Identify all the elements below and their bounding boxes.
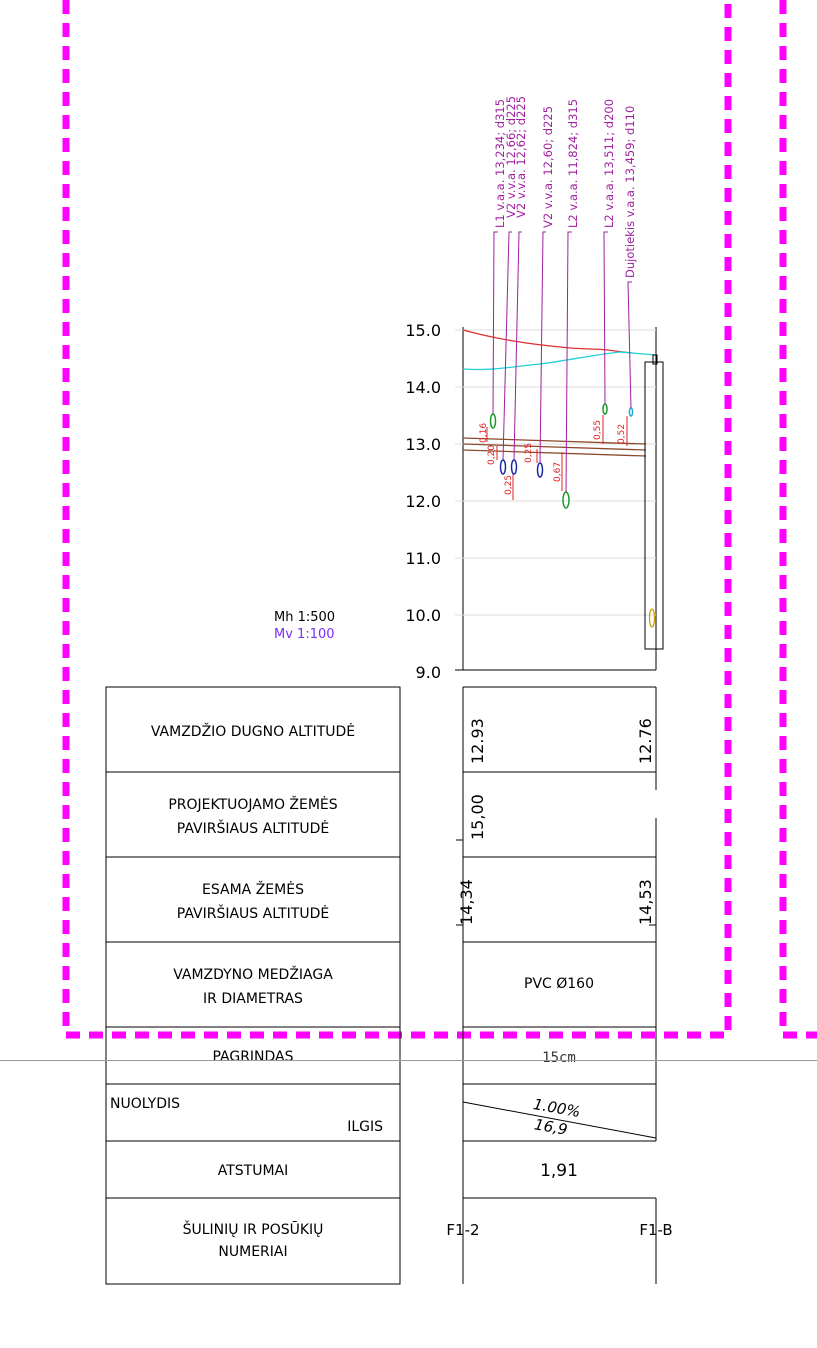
row-label: ESAMA ŽEMĖS: [202, 880, 304, 898]
row-label: PAVIRŠIAUS ALTITUDĖ: [177, 904, 329, 922]
existing-ground-end: 14,53: [636, 879, 655, 925]
pipe-lines: [462, 437, 647, 457]
length-value: 16,9: [533, 1115, 569, 1139]
pipe-crossing-v2b: [510, 459, 518, 475]
row-label: NUOLYDIS: [110, 1096, 180, 1112]
grid-lines: [455, 329, 656, 616]
table-values: 12.93 12.76 15,00 14,34 14,53 PVC Ø160 1…: [446, 718, 672, 1239]
clearance-label: 0,25: [504, 475, 514, 495]
row-label: PAGRINDAS: [212, 1049, 293, 1065]
existing-ground-start: 14,34: [457, 879, 476, 925]
row-label: ATSTUMAI: [218, 1163, 289, 1179]
utility-label: L2 v.a.a. 13,511; d200: [602, 99, 616, 228]
clearance-label: 0,16: [479, 423, 489, 443]
axis-tick-label: 13.0: [405, 435, 441, 454]
axis-tick-label: 10.0: [405, 606, 441, 625]
utility-label: V2 v.v.a. 12,62; d225: [514, 96, 528, 218]
page-divider: [0, 1060, 817, 1061]
elevation-axis: 15.0 14.0 13.0 12.0 11.0 10.0 9.0: [405, 321, 657, 682]
axis-tick-label: 9.0: [416, 663, 441, 682]
row-label: NUMERIAI: [218, 1244, 287, 1260]
manhole-f1-b: [644, 354, 664, 650]
pipe-crossing-v2c: [536, 462, 544, 478]
manhole-start: F1-2: [446, 1221, 479, 1239]
pipe-crossing-l2b: [602, 403, 608, 415]
design-ground-line: [462, 329, 633, 354]
pipe-material: PVC Ø160: [524, 976, 594, 992]
axis-tick-label: 14.0: [405, 378, 441, 397]
utility-label: L1 v.a.a. 13,234; d315: [493, 99, 507, 228]
leader-lines: [492, 231, 632, 493]
clearance-label: 0,55: [593, 420, 603, 440]
row-label: VAMZDYNO MEDŽIAGA: [173, 965, 333, 983]
sheet-frame: [62, 0, 817, 1039]
utility-label: Dujotiekis v.a.a. 13,459; d110: [623, 106, 637, 278]
axis-tick-label: 15.0: [405, 321, 441, 340]
row-label: IR DIAMETRAS: [203, 991, 303, 1007]
manhole-end: F1-B: [639, 1221, 672, 1239]
table-labels: [105, 686, 401, 1285]
clearance-label: 0,67: [553, 462, 563, 482]
pipe-crossing-l1: [489, 413, 497, 429]
row-label: PAVIRŠIAUS ALTITUDĖ: [177, 819, 329, 837]
table-values-grid: [456, 686, 657, 1284]
axis-tick-label: 12.0: [405, 492, 441, 511]
clearance-dimensions: [486, 415, 628, 500]
horizontal-scale: Mh 1:500: [274, 610, 335, 625]
clearance-label: 0,52: [617, 424, 627, 444]
invert-start: 12.93: [468, 718, 487, 764]
gas-crossing: [628, 407, 634, 417]
clearance-labels: 0,16 0,20 0,25 0,25 0,67 0,55 0,52: [479, 420, 627, 495]
row-label: ŠULINIŲ IR POSŪKIŲ: [183, 1220, 324, 1238]
distance-value: 1,91: [540, 1161, 578, 1181]
clearance-label: 0,25: [524, 443, 534, 463]
utility-label: V2 v.v.a. 12,60; d225: [541, 106, 555, 228]
row-label: VAMZDŽIO DUGNO ALTITUDĖ: [151, 722, 355, 740]
table-label-texts: VAMZDŽIO DUGNO ALTITUDĖ PROJEKTUOJAMO ŽE…: [110, 722, 383, 1260]
axis-tick-label: 11.0: [405, 549, 441, 568]
utility-label: L2 v.a.a. 11,824; d315: [566, 99, 580, 228]
pipe-crossing-l2a: [562, 491, 570, 509]
row-label: ILGIS: [347, 1119, 383, 1135]
design-ground-start: 15,00: [468, 794, 487, 840]
row-label: PROJEKTUOJAMO ŽEMĖS: [168, 795, 337, 813]
utility-label: V2 v.v.a. 12,66; d225: [504, 96, 518, 218]
utility-labels: L1 v.a.a. 13,234; d315 V2 v.v.a. 12,66; …: [493, 96, 637, 278]
pipe-crossing-v2a: [499, 459, 507, 475]
vertical-scale: Mv 1:100: [274, 627, 335, 642]
bedding: 15cm: [542, 1050, 576, 1066]
clearance-label: 0,20: [487, 445, 497, 465]
existing-ground-line: [462, 351, 657, 371]
invert-end: 12.76: [636, 718, 655, 764]
